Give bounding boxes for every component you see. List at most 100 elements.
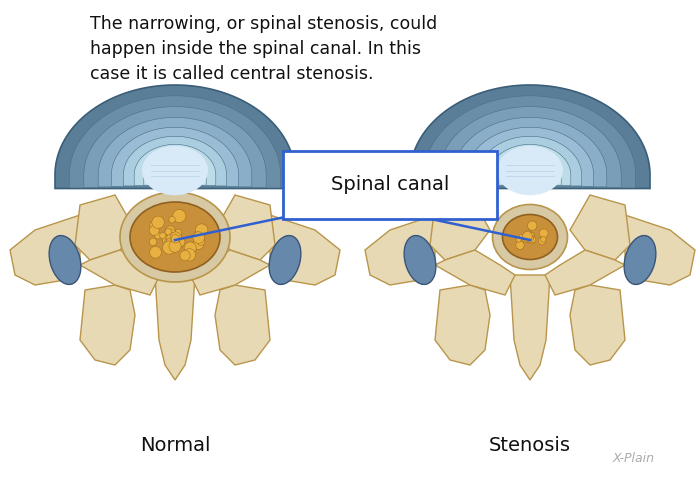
Polygon shape (270, 215, 340, 285)
Polygon shape (489, 144, 570, 186)
Circle shape (167, 233, 179, 245)
Polygon shape (215, 195, 275, 260)
Circle shape (528, 237, 536, 244)
Polygon shape (160, 163, 190, 185)
Circle shape (171, 235, 179, 243)
Ellipse shape (120, 192, 230, 282)
Circle shape (522, 235, 530, 242)
Polygon shape (144, 152, 206, 185)
Polygon shape (570, 285, 625, 365)
Circle shape (165, 228, 172, 235)
Polygon shape (111, 127, 239, 186)
Circle shape (155, 233, 161, 239)
Polygon shape (165, 168, 185, 184)
Polygon shape (510, 275, 550, 380)
Polygon shape (410, 85, 650, 189)
Circle shape (519, 234, 524, 239)
Circle shape (194, 232, 201, 240)
Polygon shape (80, 250, 160, 295)
Polygon shape (466, 127, 594, 186)
Circle shape (162, 235, 175, 247)
Polygon shape (453, 118, 607, 187)
Circle shape (524, 230, 531, 237)
Circle shape (167, 233, 176, 243)
Circle shape (186, 248, 193, 254)
Circle shape (525, 234, 532, 241)
Polygon shape (435, 285, 490, 365)
Polygon shape (155, 275, 195, 380)
Ellipse shape (142, 146, 208, 195)
Circle shape (170, 232, 181, 243)
Circle shape (152, 216, 164, 228)
Circle shape (174, 238, 183, 248)
Polygon shape (123, 136, 227, 186)
Polygon shape (508, 158, 553, 185)
Polygon shape (84, 107, 266, 187)
Polygon shape (478, 136, 582, 186)
Polygon shape (365, 215, 435, 285)
Circle shape (516, 237, 522, 242)
Circle shape (165, 226, 175, 236)
Circle shape (164, 237, 175, 247)
Circle shape (162, 241, 176, 254)
Circle shape (539, 229, 548, 238)
Circle shape (162, 234, 173, 245)
Circle shape (526, 234, 533, 242)
Polygon shape (55, 85, 295, 189)
Ellipse shape (49, 236, 81, 285)
Text: Stenosis: Stenosis (489, 436, 571, 455)
Polygon shape (424, 96, 636, 188)
Polygon shape (430, 195, 490, 260)
Circle shape (180, 251, 190, 261)
Circle shape (149, 226, 159, 235)
Circle shape (150, 222, 157, 228)
Ellipse shape (404, 236, 436, 285)
Polygon shape (75, 195, 135, 260)
Ellipse shape (493, 204, 568, 269)
Circle shape (168, 233, 180, 245)
Circle shape (197, 238, 205, 245)
Polygon shape (10, 215, 80, 285)
Circle shape (160, 232, 166, 239)
Text: Spinal canal: Spinal canal (331, 176, 449, 194)
Circle shape (149, 238, 157, 246)
Ellipse shape (130, 202, 220, 272)
Ellipse shape (497, 146, 563, 195)
Polygon shape (520, 168, 540, 184)
FancyBboxPatch shape (283, 151, 497, 219)
Text: The narrowing, or spinal stenosis, could
happen inside the spinal canal. In this: The narrowing, or spinal stenosis, could… (90, 15, 438, 83)
Circle shape (168, 229, 182, 243)
Polygon shape (499, 152, 561, 185)
Polygon shape (134, 144, 216, 186)
Polygon shape (435, 250, 515, 295)
Circle shape (522, 231, 532, 241)
Circle shape (525, 232, 535, 241)
Circle shape (168, 231, 174, 238)
Circle shape (173, 209, 186, 223)
Circle shape (540, 237, 546, 242)
Circle shape (150, 246, 162, 258)
Circle shape (176, 238, 185, 247)
Circle shape (530, 237, 536, 243)
Polygon shape (98, 118, 252, 187)
Circle shape (193, 239, 204, 250)
Polygon shape (439, 107, 621, 187)
Circle shape (169, 240, 181, 252)
Ellipse shape (269, 236, 301, 285)
Circle shape (169, 216, 175, 223)
Circle shape (529, 232, 534, 237)
Polygon shape (215, 285, 270, 365)
Polygon shape (69, 96, 281, 188)
Circle shape (193, 232, 204, 243)
Circle shape (171, 234, 180, 242)
Ellipse shape (503, 215, 557, 260)
Polygon shape (80, 285, 135, 365)
Polygon shape (514, 163, 545, 185)
Polygon shape (625, 215, 695, 285)
Circle shape (183, 249, 195, 261)
Circle shape (195, 224, 208, 236)
Polygon shape (545, 250, 625, 295)
Circle shape (538, 237, 546, 245)
Polygon shape (570, 195, 630, 260)
Text: Normal: Normal (140, 436, 210, 455)
